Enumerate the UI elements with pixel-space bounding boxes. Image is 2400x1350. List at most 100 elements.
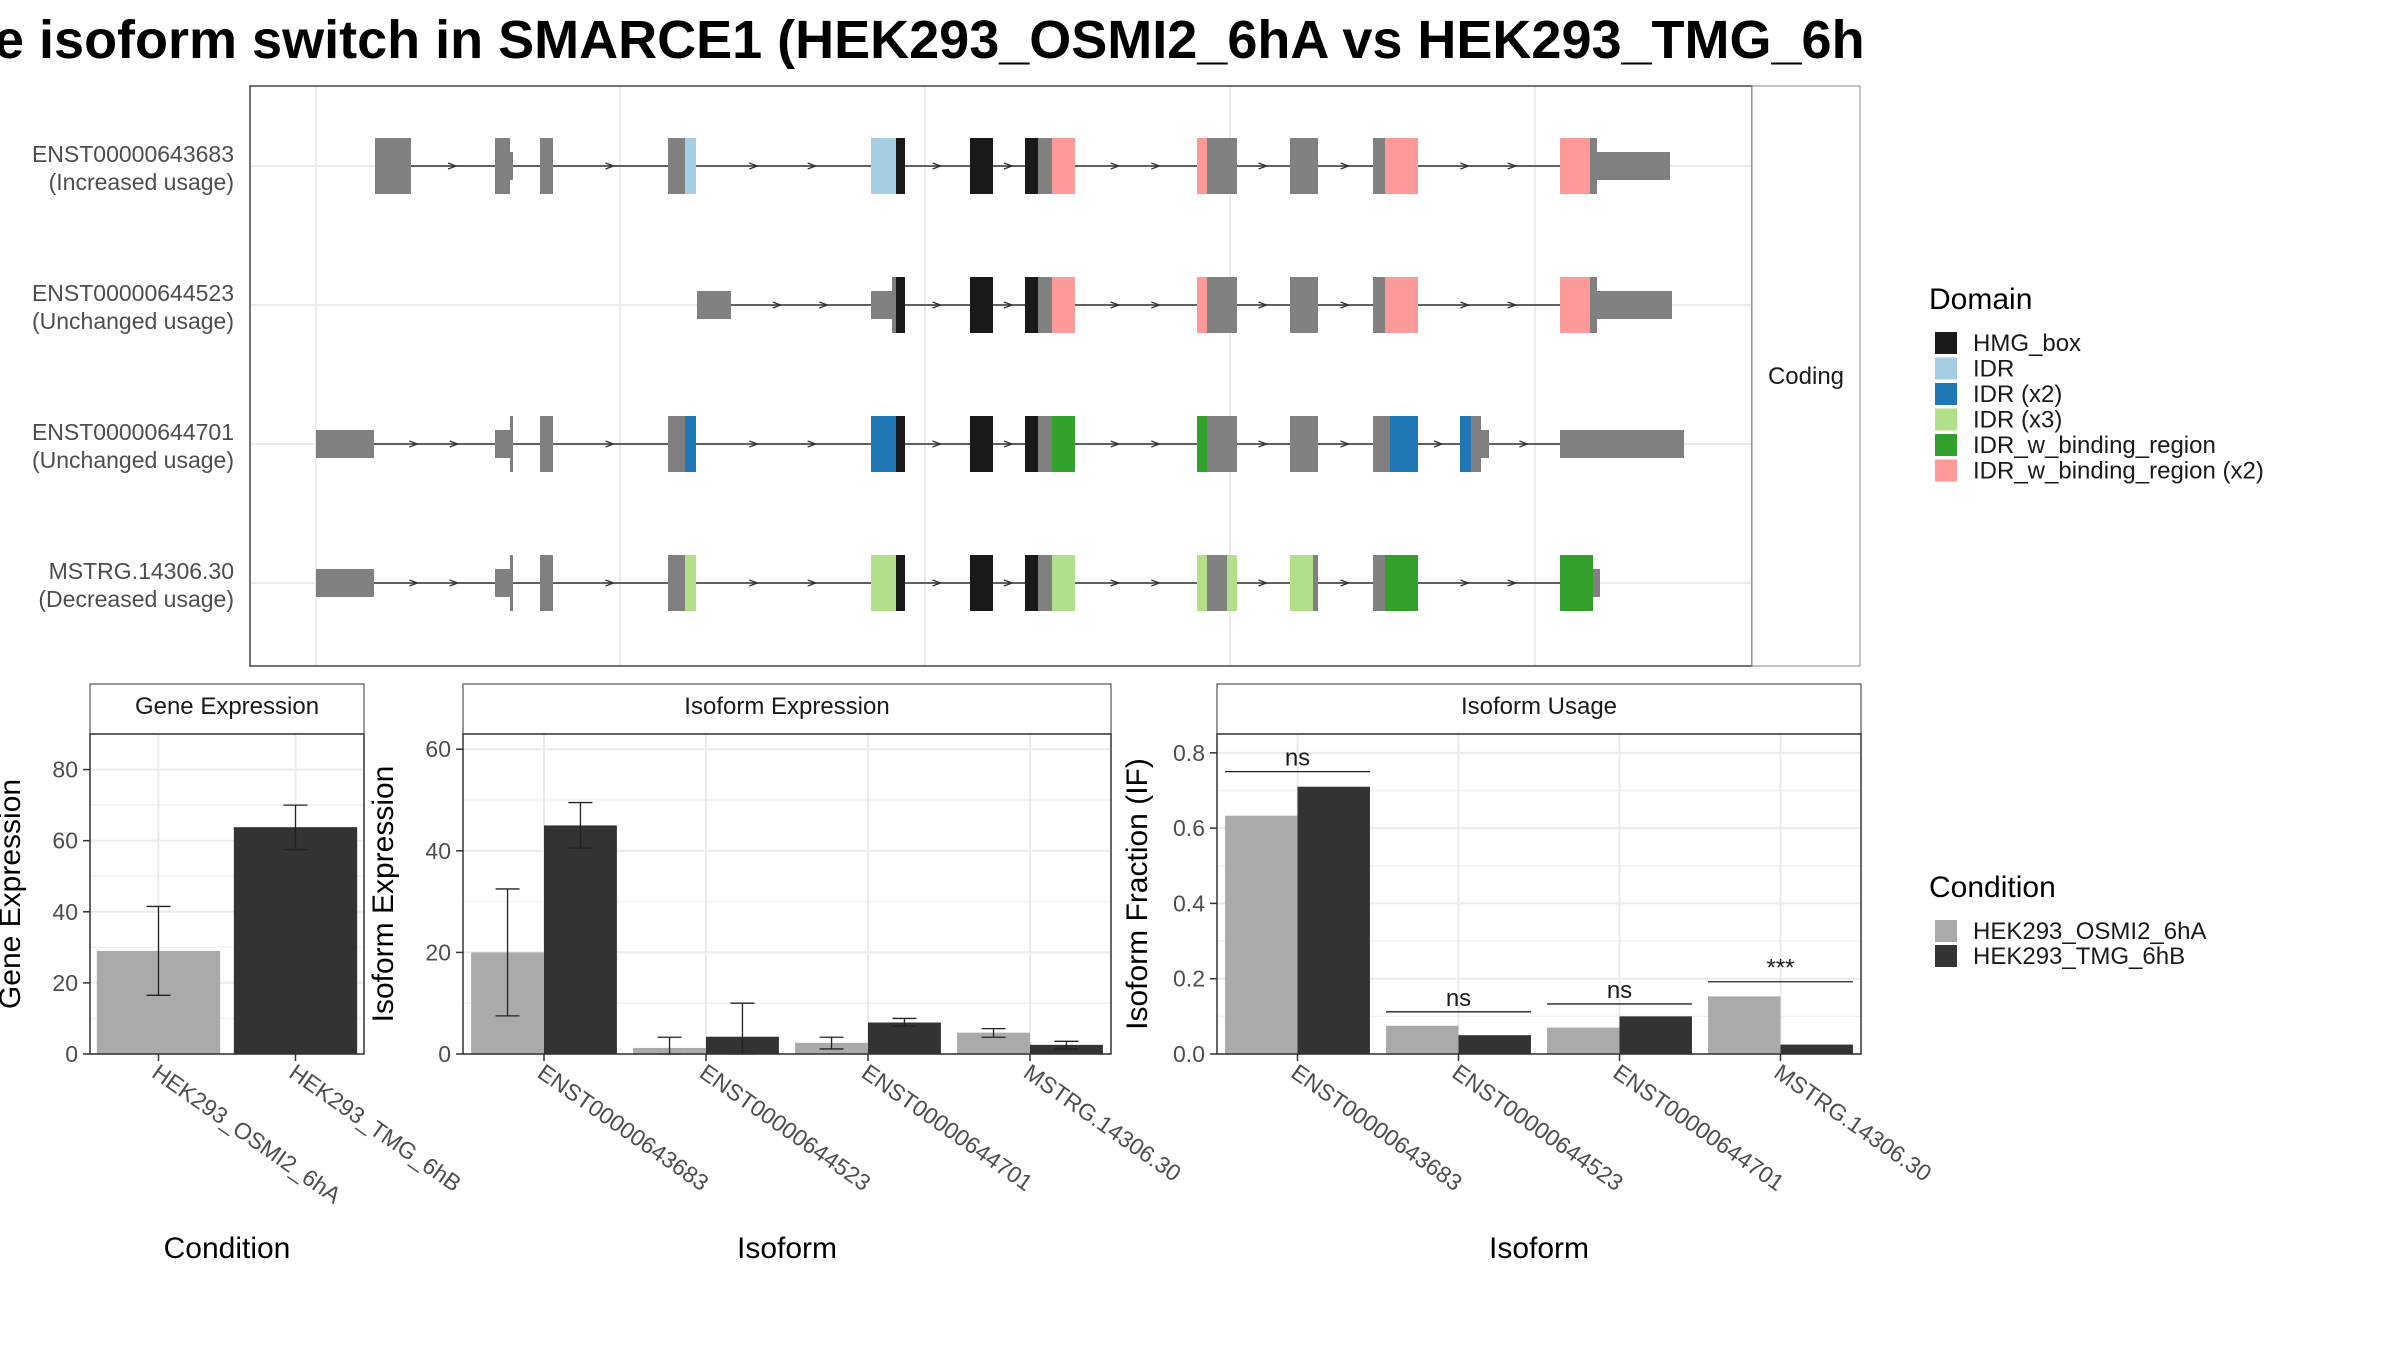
- arrow-icon: [1507, 301, 1518, 309]
- exon-block: [1460, 416, 1471, 472]
- bar: [1458, 1035, 1531, 1054]
- isoform-id-label: ENST00000643683: [32, 141, 234, 167]
- exon-block: [1038, 138, 1052, 194]
- condition-legend-swatch: [1935, 920, 1957, 942]
- exon-block: [1025, 555, 1038, 611]
- exon-block: [1373, 555, 1385, 611]
- exon-block: [1290, 416, 1318, 472]
- domain-legend-label: IDR (x3): [1973, 407, 2062, 434]
- arrow-icon: [749, 440, 760, 448]
- arrow-icon: [807, 162, 818, 170]
- exon-block: [1197, 416, 1207, 472]
- arrow-icon: [1151, 440, 1162, 448]
- exon-block: [510, 152, 513, 180]
- y-tick-label: 20: [52, 970, 78, 996]
- condition-legend-label: HEK293_TMG_6hB: [1973, 943, 2185, 970]
- arrow-icon: [819, 301, 830, 309]
- significance-label: ns: [1446, 985, 1471, 1012]
- domain-legend-swatch: [1935, 357, 1957, 380]
- arrow-icon: [409, 440, 420, 448]
- isoform-usage-label: (Unchanged usage): [32, 447, 234, 473]
- y-tick-label: 0: [65, 1041, 78, 1067]
- exon-block: [668, 416, 685, 472]
- exon-block: [970, 138, 993, 194]
- arrow-icon: [749, 162, 760, 170]
- exon-block: [1025, 138, 1038, 194]
- arrow-icon: [1003, 162, 1014, 170]
- y-axis-title: Isoform Expression: [367, 766, 400, 1023]
- arrow-icon: [1151, 579, 1162, 587]
- exon-block: [871, 138, 896, 194]
- x-axis-title: Condition: [164, 1232, 291, 1265]
- bar: [1619, 1016, 1692, 1054]
- arrow-icon: [1110, 301, 1121, 309]
- exon-block: [495, 138, 510, 194]
- x-tick-label: ENST00000644523: [1448, 1059, 1628, 1196]
- condition-legend-title: Condition: [1929, 871, 2056, 904]
- exon-block: [1593, 569, 1600, 597]
- exon-block: [1207, 138, 1237, 194]
- y-tick-label: 0.8: [1173, 740, 1205, 766]
- significance-label: ns: [1285, 745, 1310, 772]
- arrow-icon: [932, 579, 943, 587]
- exon-block: [1038, 277, 1052, 333]
- arrow-icon: [932, 301, 943, 309]
- exon-block: [375, 138, 411, 194]
- condition-legend-label: HEK293_OSMI2_6hA: [1973, 918, 2206, 945]
- isoform-id-label: ENST00000644523: [32, 280, 234, 306]
- exon-block: [316, 430, 374, 458]
- arrow-icon: [772, 301, 783, 309]
- exon-block: [540, 138, 553, 194]
- exon-block: [1038, 555, 1052, 611]
- y-tick-label: 20: [425, 939, 451, 965]
- exon-block: [1373, 138, 1385, 194]
- arrow-icon: [605, 440, 616, 448]
- arrow-icon: [1003, 440, 1014, 448]
- panel-strip: [462, 683, 1112, 735]
- arrow-icon: [1003, 301, 1014, 309]
- facet-strip-label: Coding: [1768, 363, 1844, 390]
- x-tick-label: ENST00000644701: [857, 1059, 1037, 1196]
- arrow-icon: [1258, 579, 1269, 587]
- y-tick-label: 0.4: [1173, 890, 1205, 916]
- y-tick-label: 80: [52, 757, 78, 783]
- exon-block: [1207, 277, 1237, 333]
- panel-border: [89, 733, 365, 1055]
- exon-block: [1052, 138, 1075, 194]
- x-tick-label: MSTRG.14306.30: [1770, 1059, 1937, 1187]
- domain-legend-swatch: [1935, 383, 1957, 405]
- bar: [544, 825, 617, 1054]
- arrow-icon: [1110, 162, 1121, 170]
- arrow-icon: [409, 579, 420, 587]
- bar: [1225, 815, 1298, 1054]
- arrow-icon: [605, 162, 616, 170]
- exon-block: [896, 277, 905, 333]
- isoform-track: [316, 416, 1684, 472]
- exon-block: [1197, 555, 1207, 611]
- exon-block: [871, 291, 892, 319]
- arrow-icon: [1258, 301, 1269, 309]
- exon-block: [1597, 291, 1672, 319]
- bar: [957, 1032, 1030, 1054]
- exon-block: [1560, 430, 1684, 458]
- exon-block: [697, 291, 731, 319]
- exon-block: [1290, 138, 1318, 194]
- exon-block: [871, 416, 896, 472]
- arrow-icon: [1258, 440, 1269, 448]
- arrow-icon: [932, 440, 943, 448]
- panel-border: [1216, 733, 1862, 1055]
- isoform-id-label: ENST00000644701: [32, 419, 234, 445]
- domain-legend-label: IDR_w_binding_region: [1973, 432, 2216, 459]
- panel-border: [462, 733, 1112, 1055]
- exon-block: [495, 569, 510, 597]
- exon-block: [1560, 277, 1590, 333]
- exon-block: [1590, 138, 1597, 194]
- arrow-icon: [1433, 440, 1444, 448]
- arrow-icon: [1340, 579, 1351, 587]
- x-tick-label: ENST00000644523: [695, 1059, 875, 1196]
- bar: [1547, 1027, 1620, 1054]
- isoform-id-label: MSTRG.14306.30: [49, 558, 234, 584]
